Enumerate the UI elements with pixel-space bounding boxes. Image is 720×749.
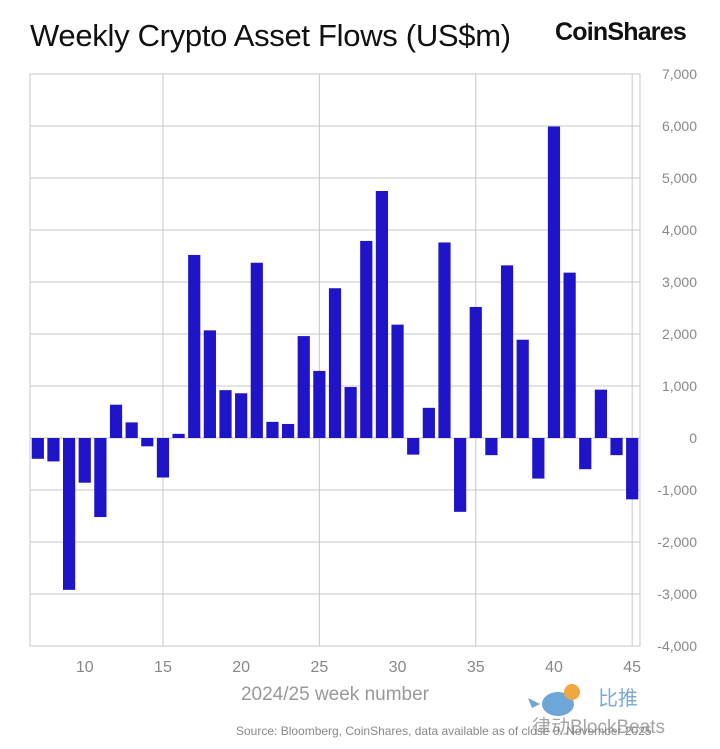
x-axis-label: 2024/25 week number bbox=[241, 684, 430, 705]
bar-week-13 bbox=[125, 422, 138, 438]
x-tick-label: 45 bbox=[623, 659, 641, 676]
bar-week-8 bbox=[47, 438, 60, 462]
y-tick-label: -2,000 bbox=[657, 534, 697, 550]
y-tick-label: 0 bbox=[689, 430, 697, 446]
x-tick-label: 15 bbox=[154, 659, 172, 676]
y-tick-label: 1,000 bbox=[662, 378, 697, 394]
bar-week-15 bbox=[156, 438, 170, 478]
bar-week-42 bbox=[579, 438, 592, 470]
bar-week-25 bbox=[313, 370, 326, 438]
x-tick-label: 40 bbox=[545, 659, 563, 676]
bar-week-21 bbox=[250, 262, 263, 438]
x-tick-label: 30 bbox=[389, 659, 407, 676]
source-note: Source: Bloomberg, CoinShares, data avai… bbox=[236, 724, 652, 738]
coinshares-logo: CoinShares bbox=[555, 18, 687, 46]
bar-week-29 bbox=[375, 191, 389, 438]
bar-week-20 bbox=[235, 393, 248, 438]
bar-week-23 bbox=[281, 423, 295, 438]
bar-week-9 bbox=[63, 438, 76, 590]
bar-week-11 bbox=[94, 438, 107, 518]
y-tick-label: 2,000 bbox=[662, 326, 697, 342]
bar-week-24 bbox=[297, 336, 310, 438]
plot-frame bbox=[29, 73, 641, 647]
watermark-text: 比推 bbox=[598, 686, 638, 710]
bar-week-16 bbox=[172, 433, 185, 438]
chart-title: Weekly Crypto Asset Flows (US$m) bbox=[30, 18, 511, 53]
bar-week-32 bbox=[422, 407, 435, 438]
bar-week-30 bbox=[391, 324, 404, 438]
bar-week-41 bbox=[563, 272, 576, 438]
bar-week-36 bbox=[485, 438, 498, 456]
y-tick-label: -3,000 bbox=[657, 586, 697, 602]
bar-week-27 bbox=[344, 387, 357, 438]
bar-week-33 bbox=[438, 242, 451, 438]
bar-week-17 bbox=[188, 254, 201, 438]
bar-week-14 bbox=[141, 438, 154, 447]
bar-week-44 bbox=[610, 438, 623, 456]
bar-week-28 bbox=[360, 240, 373, 438]
y-tick-label: 3,000 bbox=[662, 274, 697, 290]
bar-week-22 bbox=[266, 421, 279, 438]
bar-week-39 bbox=[532, 438, 545, 479]
x-tick-label: 20 bbox=[232, 659, 250, 676]
bird-logo-icon bbox=[528, 684, 580, 716]
x-tick-label: 10 bbox=[76, 659, 94, 676]
bar-week-34 bbox=[454, 438, 467, 512]
y-axis-ticks: -4,000 -3,000 -2,000 -1,000 0 1,000 2,000 3,000… bbox=[657, 66, 697, 654]
bars-layer bbox=[31, 126, 639, 590]
bar-week-45 bbox=[626, 438, 639, 500]
watermark-subtext: 律动BlockBeats bbox=[532, 717, 666, 738]
y-tick-label: -4,000 bbox=[657, 638, 697, 654]
bar-week-10 bbox=[78, 438, 91, 483]
bar-week-19 bbox=[219, 390, 232, 438]
bar-week-35 bbox=[469, 306, 482, 438]
bar-week-18 bbox=[203, 330, 216, 438]
bar-week-12 bbox=[109, 404, 123, 438]
bar-week-40 bbox=[547, 126, 561, 439]
y-tick-label: 5,000 bbox=[662, 170, 697, 186]
bar-week-31 bbox=[407, 438, 420, 455]
x-tick-label: 35 bbox=[467, 659, 485, 676]
y-tick-label: 7,000 bbox=[662, 66, 697, 82]
bar-week-26 bbox=[328, 288, 342, 438]
y-tick-label: -1,000 bbox=[657, 482, 697, 498]
bar-week-7 bbox=[31, 438, 44, 459]
bar-week-38 bbox=[516, 339, 529, 438]
bar-week-43 bbox=[594, 389, 607, 438]
y-tick-label: 6,000 bbox=[662, 118, 697, 134]
x-tick-label: 25 bbox=[310, 659, 328, 676]
bar-week-37 bbox=[500, 265, 514, 438]
y-tick-label: 4,000 bbox=[662, 222, 697, 238]
x-axis-ticks: 10 15 20 25 30 35 40 45 bbox=[76, 659, 641, 676]
